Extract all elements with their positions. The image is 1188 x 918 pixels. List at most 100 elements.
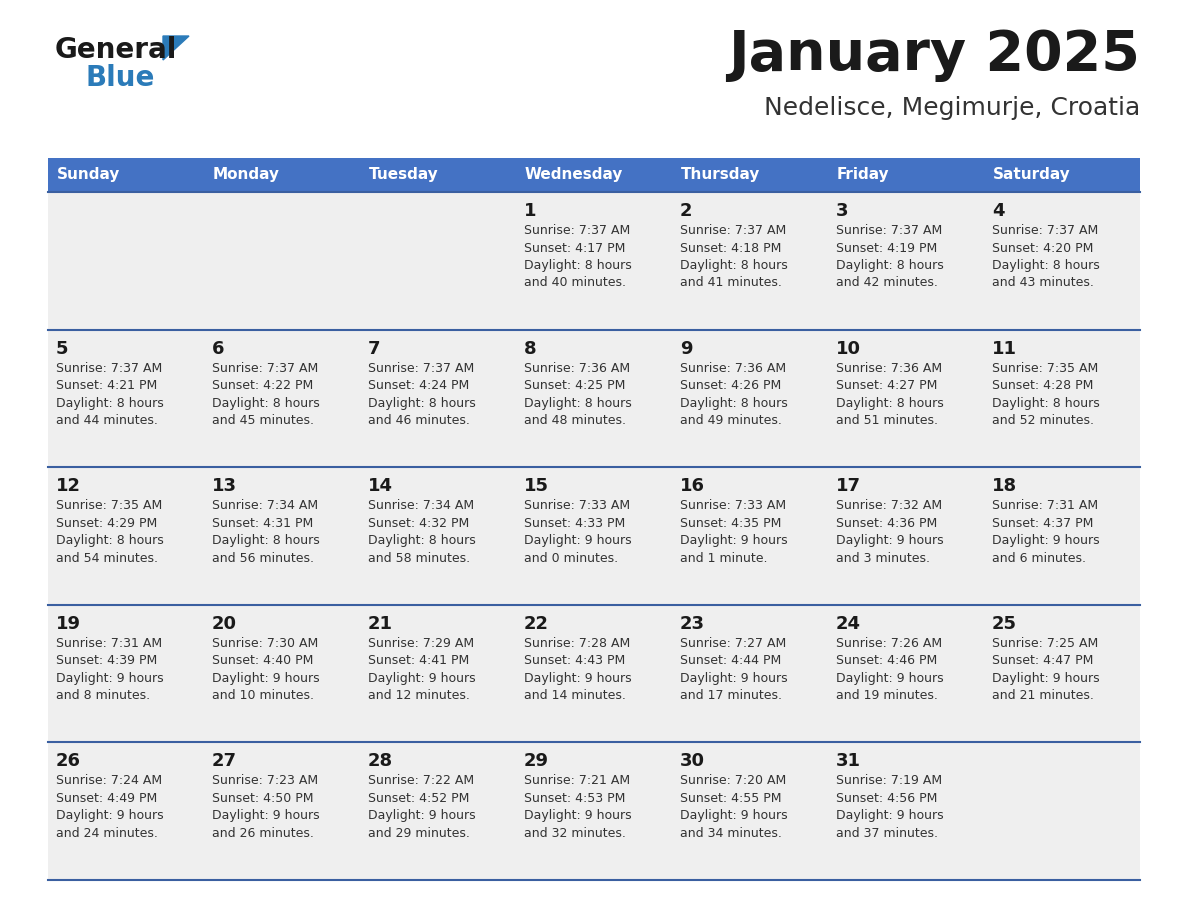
Text: and 6 minutes.: and 6 minutes. bbox=[992, 552, 1086, 565]
Text: 9: 9 bbox=[680, 340, 693, 358]
Text: Sunset: 4:43 PM: Sunset: 4:43 PM bbox=[524, 655, 625, 667]
Text: and 44 minutes.: and 44 minutes. bbox=[56, 414, 158, 427]
Text: Daylight: 8 hours: Daylight: 8 hours bbox=[992, 259, 1100, 272]
Text: Daylight: 9 hours: Daylight: 9 hours bbox=[680, 534, 788, 547]
Text: Daylight: 9 hours: Daylight: 9 hours bbox=[56, 672, 164, 685]
Text: Blue: Blue bbox=[86, 64, 154, 92]
Text: Sunset: 4:53 PM: Sunset: 4:53 PM bbox=[524, 792, 625, 805]
Polygon shape bbox=[163, 36, 189, 60]
Text: and 10 minutes.: and 10 minutes. bbox=[211, 689, 314, 702]
Text: Daylight: 8 hours: Daylight: 8 hours bbox=[211, 534, 320, 547]
Text: Daylight: 9 hours: Daylight: 9 hours bbox=[836, 534, 943, 547]
Text: 27: 27 bbox=[211, 753, 236, 770]
Text: Sunset: 4:27 PM: Sunset: 4:27 PM bbox=[836, 379, 937, 392]
Text: Sunset: 4:32 PM: Sunset: 4:32 PM bbox=[368, 517, 469, 530]
Bar bbox=[828, 158, 984, 192]
Text: Sunset: 4:25 PM: Sunset: 4:25 PM bbox=[524, 379, 625, 392]
Text: Sunset: 4:50 PM: Sunset: 4:50 PM bbox=[211, 792, 314, 805]
Bar bbox=[984, 158, 1140, 192]
Text: and 3 minutes.: and 3 minutes. bbox=[836, 552, 930, 565]
Bar bbox=[48, 330, 1140, 467]
Bar bbox=[48, 467, 1140, 605]
Text: Sunset: 4:17 PM: Sunset: 4:17 PM bbox=[524, 241, 625, 254]
Text: Sunrise: 7:37 AM: Sunrise: 7:37 AM bbox=[680, 224, 786, 237]
Text: Sunrise: 7:36 AM: Sunrise: 7:36 AM bbox=[680, 362, 786, 375]
Bar bbox=[48, 192, 1140, 330]
Text: Sunrise: 7:32 AM: Sunrise: 7:32 AM bbox=[836, 499, 942, 512]
Text: and 14 minutes.: and 14 minutes. bbox=[524, 689, 626, 702]
Text: Sunset: 4:19 PM: Sunset: 4:19 PM bbox=[836, 241, 937, 254]
Text: 29: 29 bbox=[524, 753, 549, 770]
Text: Sunrise: 7:29 AM: Sunrise: 7:29 AM bbox=[368, 637, 474, 650]
Bar bbox=[48, 158, 204, 192]
Text: 15: 15 bbox=[524, 477, 549, 495]
Text: Sunset: 4:36 PM: Sunset: 4:36 PM bbox=[836, 517, 937, 530]
Text: and 32 minutes.: and 32 minutes. bbox=[524, 827, 626, 840]
Text: 20: 20 bbox=[211, 615, 236, 633]
Text: 26: 26 bbox=[56, 753, 81, 770]
Text: Sunrise: 7:37 AM: Sunrise: 7:37 AM bbox=[836, 224, 942, 237]
Text: Sunset: 4:44 PM: Sunset: 4:44 PM bbox=[680, 655, 782, 667]
Text: and 24 minutes.: and 24 minutes. bbox=[56, 827, 158, 840]
Text: Sunrise: 7:20 AM: Sunrise: 7:20 AM bbox=[680, 775, 786, 788]
Text: Daylight: 9 hours: Daylight: 9 hours bbox=[524, 672, 632, 685]
Text: Sunset: 4:24 PM: Sunset: 4:24 PM bbox=[368, 379, 469, 392]
Text: Daylight: 9 hours: Daylight: 9 hours bbox=[524, 810, 632, 823]
Text: 24: 24 bbox=[836, 615, 861, 633]
Text: Sunset: 4:37 PM: Sunset: 4:37 PM bbox=[992, 517, 1093, 530]
Text: Sunrise: 7:37 AM: Sunrise: 7:37 AM bbox=[992, 224, 1098, 237]
Text: Sunset: 4:35 PM: Sunset: 4:35 PM bbox=[680, 517, 782, 530]
Text: 16: 16 bbox=[680, 477, 704, 495]
Text: 10: 10 bbox=[836, 340, 861, 358]
Text: 17: 17 bbox=[836, 477, 861, 495]
Text: 4: 4 bbox=[992, 202, 1005, 220]
Bar bbox=[48, 743, 1140, 880]
Text: Sunset: 4:41 PM: Sunset: 4:41 PM bbox=[368, 655, 469, 667]
Text: and 58 minutes.: and 58 minutes. bbox=[368, 552, 470, 565]
Text: 30: 30 bbox=[680, 753, 704, 770]
Text: and 46 minutes.: and 46 minutes. bbox=[368, 414, 470, 427]
Text: Daylight: 9 hours: Daylight: 9 hours bbox=[211, 810, 320, 823]
Text: 3: 3 bbox=[836, 202, 848, 220]
Text: Sunrise: 7:34 AM: Sunrise: 7:34 AM bbox=[211, 499, 318, 512]
Text: Sunset: 4:28 PM: Sunset: 4:28 PM bbox=[992, 379, 1093, 392]
Bar bbox=[204, 158, 360, 192]
Text: Sunrise: 7:37 AM: Sunrise: 7:37 AM bbox=[368, 362, 474, 375]
Text: Sunrise: 7:22 AM: Sunrise: 7:22 AM bbox=[368, 775, 474, 788]
Text: Sunrise: 7:33 AM: Sunrise: 7:33 AM bbox=[680, 499, 786, 512]
Text: and 42 minutes.: and 42 minutes. bbox=[836, 276, 937, 289]
Text: 2: 2 bbox=[680, 202, 693, 220]
Text: Sunset: 4:39 PM: Sunset: 4:39 PM bbox=[56, 655, 157, 667]
Text: Daylight: 8 hours: Daylight: 8 hours bbox=[211, 397, 320, 409]
Text: and 17 minutes.: and 17 minutes. bbox=[680, 689, 782, 702]
Text: Daylight: 9 hours: Daylight: 9 hours bbox=[836, 672, 943, 685]
Text: and 48 minutes.: and 48 minutes. bbox=[524, 414, 626, 427]
Text: Daylight: 8 hours: Daylight: 8 hours bbox=[836, 259, 943, 272]
Text: Wednesday: Wednesday bbox=[525, 167, 624, 183]
Text: and 56 minutes.: and 56 minutes. bbox=[211, 552, 314, 565]
Text: Sunset: 4:47 PM: Sunset: 4:47 PM bbox=[992, 655, 1093, 667]
Text: Daylight: 9 hours: Daylight: 9 hours bbox=[680, 810, 788, 823]
Text: and 1 minute.: and 1 minute. bbox=[680, 552, 767, 565]
Text: Saturday: Saturday bbox=[993, 167, 1070, 183]
Text: Daylight: 9 hours: Daylight: 9 hours bbox=[524, 534, 632, 547]
Text: and 40 minutes.: and 40 minutes. bbox=[524, 276, 626, 289]
Text: 14: 14 bbox=[368, 477, 393, 495]
Text: 18: 18 bbox=[992, 477, 1017, 495]
Text: January 2025: January 2025 bbox=[728, 28, 1140, 82]
Text: Sunrise: 7:19 AM: Sunrise: 7:19 AM bbox=[836, 775, 942, 788]
Text: Sunrise: 7:33 AM: Sunrise: 7:33 AM bbox=[524, 499, 630, 512]
Text: and 41 minutes.: and 41 minutes. bbox=[680, 276, 782, 289]
Text: 13: 13 bbox=[211, 477, 236, 495]
Text: Daylight: 9 hours: Daylight: 9 hours bbox=[680, 672, 788, 685]
Text: Sunset: 4:31 PM: Sunset: 4:31 PM bbox=[211, 517, 314, 530]
Text: Sunset: 4:26 PM: Sunset: 4:26 PM bbox=[680, 379, 782, 392]
Text: Sunrise: 7:31 AM: Sunrise: 7:31 AM bbox=[56, 637, 162, 650]
Text: Sunday: Sunday bbox=[57, 167, 120, 183]
Text: Sunrise: 7:26 AM: Sunrise: 7:26 AM bbox=[836, 637, 942, 650]
Text: and 21 minutes.: and 21 minutes. bbox=[992, 689, 1094, 702]
Text: and 26 minutes.: and 26 minutes. bbox=[211, 827, 314, 840]
Text: 22: 22 bbox=[524, 615, 549, 633]
Text: 6: 6 bbox=[211, 340, 225, 358]
Text: Sunrise: 7:27 AM: Sunrise: 7:27 AM bbox=[680, 637, 786, 650]
